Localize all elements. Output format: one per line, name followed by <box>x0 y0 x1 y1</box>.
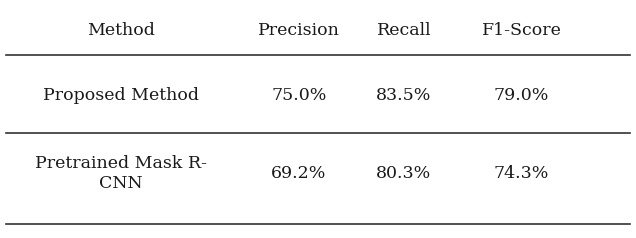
Text: Method: Method <box>87 22 155 40</box>
Text: Pretrained Mask R-
CNN: Pretrained Mask R- CNN <box>35 155 207 192</box>
Text: 69.2%: 69.2% <box>271 165 327 182</box>
Text: F1-Score: F1-Score <box>481 22 562 40</box>
Text: Recall: Recall <box>377 22 431 40</box>
Text: 79.0%: 79.0% <box>494 87 550 104</box>
Text: 80.3%: 80.3% <box>377 165 431 182</box>
Text: 74.3%: 74.3% <box>494 165 550 182</box>
Text: Precision: Precision <box>258 22 340 40</box>
Text: 83.5%: 83.5% <box>376 87 432 104</box>
Text: 75.0%: 75.0% <box>271 87 327 104</box>
Text: Proposed Method: Proposed Method <box>43 87 199 104</box>
